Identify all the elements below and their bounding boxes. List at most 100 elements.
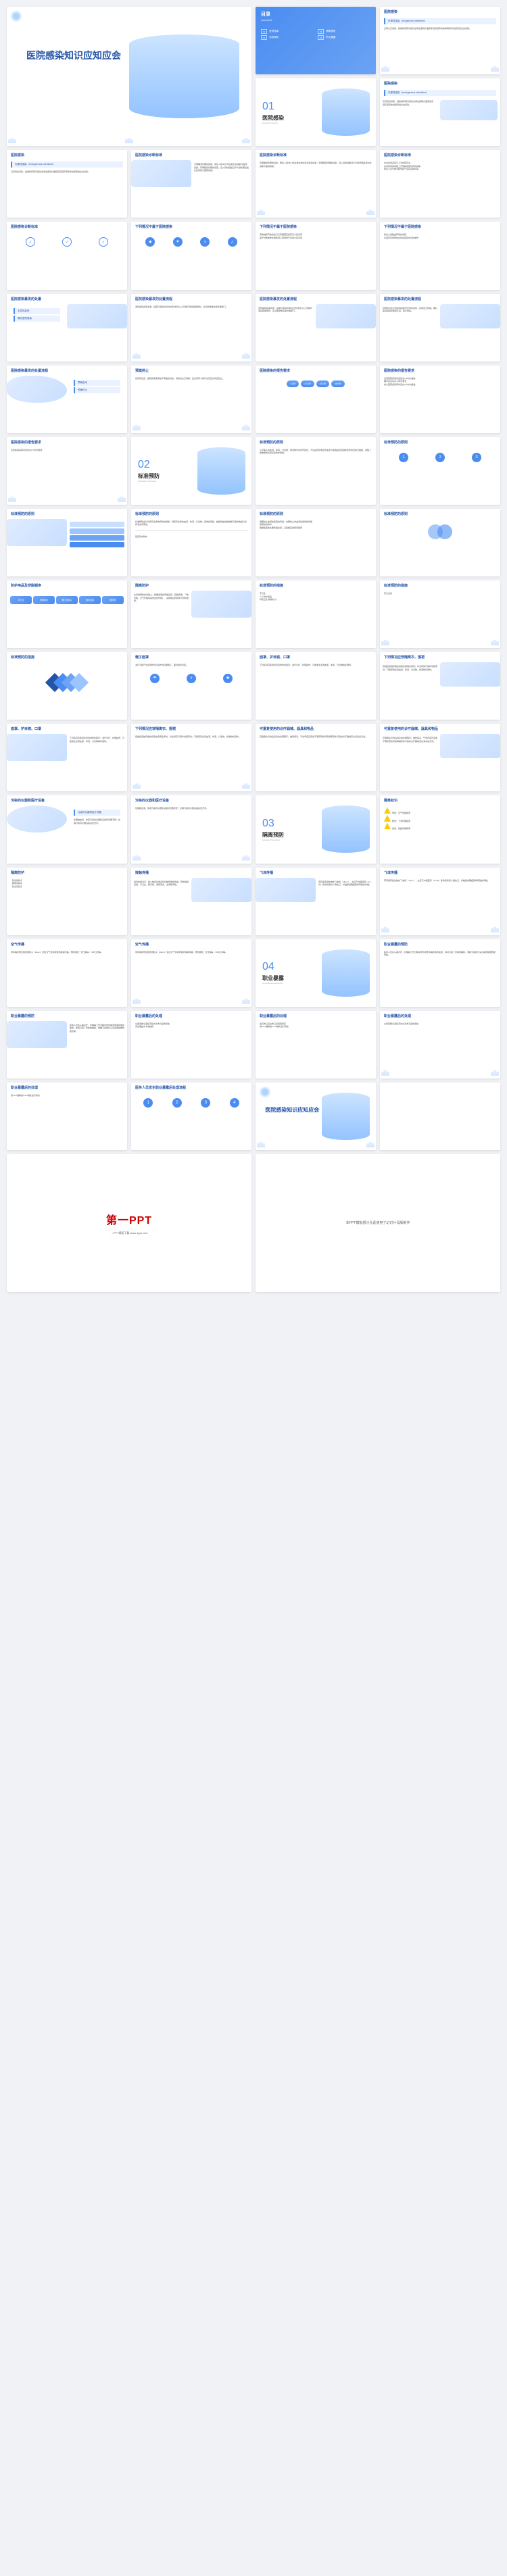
list-item: 黄色：空气传播隔离: [392, 812, 410, 814]
list-item: 根据疾病的主要传播途径，采取相应的隔离措施: [260, 526, 372, 530]
slide-heading: 飞沫传播: [380, 868, 500, 878]
slide-body: 立即用肥皂液和流动水清洗污染的皮肤: [380, 1021, 500, 1027]
slide-content: 医院感染的报告要求 出现医院感染暴发应在2小时内报告 确诊后应在24小时内报告 …: [380, 366, 500, 433]
slide-heading: 医院感染诊断标准: [131, 150, 251, 160]
slide-heading: 医院感染诊断标准: [256, 150, 376, 160]
slide-content: 下列情况不属于医院感染 新生儿经胎盘获得的感染 患者原有的慢性感染在医院内急性发…: [380, 222, 500, 289]
illustration: [440, 100, 498, 120]
slide-heading: 标准预防的原则: [256, 509, 376, 519]
slide-heading: 医院感染暴发的处置流程: [7, 366, 127, 376]
slide-body: 应遵循先清洗后消毒的处理程序；被朊病毒、气性坏疽及突发不明原因的传染病病原体污染…: [380, 734, 440, 791]
illustration: [7, 806, 67, 833]
slide-body: 处理被血液、体液污染的仪器和设备时应戴手套；处理污染的仪器设备后应洗手。: [70, 817, 124, 826]
slide-body: 标准预防是针对所有患者的预防性措施，视所有患者的血液、体液、分泌物、损伤的皮肤、…: [131, 519, 251, 528]
slide-heading: 职业暴露的预防: [7, 1011, 127, 1021]
slide-heading: 可重复使用的诊疗器械、器具和物品: [256, 724, 376, 734]
highlight-box: 确诊医院感染: [14, 316, 60, 322]
flow-node: 3: [201, 1098, 210, 1108]
slide-body: 发现医院感染暴发：临床科室短时间内出现3例及以上同种同源感染病例时，应立即报告感…: [131, 304, 251, 310]
icon-circle: 3: [472, 453, 481, 462]
slide-content: 职业暴露的预防 医务人员在从事诊疗、护理等工作过程中意外被含有病原体的血液、体液…: [380, 939, 500, 1007]
brand-logo: 第一PPT: [106, 1211, 152, 1227]
slide-content: 预案终止 经调查处置，医院感染病例数不再继续增加，感染隐患已消除，应急领导小组可…: [131, 366, 251, 433]
slide-heading: 医院感染: [380, 7, 500, 17]
slide-content: 帽子面罩 进行可能产生喷溅的诊疗操作时应戴帽子、面罩或护目镜。 ☂ ⚕ ✚: [131, 652, 251, 720]
slide-heading: 预案终止: [131, 366, 251, 376]
slide-body: 医务人员在从事诊疗、护理等工作过程中意外被含有病原体的血液、体液污染了皮肤或黏膜…: [67, 1021, 127, 1079]
bar: [70, 528, 124, 534]
slide-content: 标准预防的原则: [380, 509, 500, 576]
icon-circle: ✚: [223, 674, 233, 683]
slide-body: 强调双向防护: [131, 534, 251, 540]
flow-step: 戴口罩帽子: [56, 596, 78, 604]
flow-step: 穿隔离衣: [33, 596, 55, 604]
slide-content: 医院感染的报告要求 2小时 12小时 24小时 48小时: [256, 366, 376, 433]
slide-content: 医务人员发生职业暴露后处理流程 1 2 3 4: [131, 1083, 251, 1150]
slide-content: 职业暴露后的处理 立即用肥皂液和流动水清洗污染的皮肤: [380, 1011, 500, 1079]
highlight-box: 内源性感染（endogenous infections）: [384, 90, 496, 96]
slide-heading: 隔离标识: [380, 795, 500, 806]
polygon-chart: [7, 662, 127, 703]
illustration: [7, 376, 67, 403]
list-item: 由于创伤或非生物性因子刺激而产生的炎症表现: [260, 237, 372, 240]
list-item: 蓝色：接触传播隔离: [392, 827, 410, 830]
slide-heading: 医院感染暴发的处置流程: [380, 294, 500, 304]
bar: [70, 522, 124, 527]
slide-content: 标准预防的措施: [7, 652, 127, 720]
slide-content: 职业暴露后的处理 立即用肥皂液和流动水清洗污染的皮肤 用生理盐水冲洗黏膜: [131, 1011, 251, 1079]
slide-heading: 下列情况不属于医院感染: [256, 222, 376, 232]
slide-content: 标准预防的原则 既要防止血源性疾病的传播，也要防止非血源性疾病的传播 强调双向防…: [256, 509, 376, 576]
section-illustration: [322, 806, 370, 853]
accent-dot: [259, 1086, 271, 1098]
section-subtitle: Isolation Precaution: [262, 839, 284, 841]
slide-body: 带有病原微生物的飞沫核（>5μm），在空气中短距离（1m内）移动到易感人群的口、…: [316, 878, 376, 935]
section-number: 04: [262, 961, 284, 973]
slide-heading: 隔离防护: [131, 580, 251, 591]
illustration: [7, 1021, 67, 1048]
slide-body: 接触经接触传播的感染性疾病患者时；对患者实行保护性隔离时；可能受到患者血液、体液…: [380, 662, 440, 720]
pill: 12小时: [301, 380, 314, 387]
slide-heading: 标准预防的原则: [7, 509, 127, 519]
slide-content: 面罩、护目镜、口罩 下列情况应使用护目镜或防护面罩：进行诊疗、护理操作，可能发生…: [7, 724, 127, 791]
slide-content: 医院感染暴发的处置 无发热症状 确诊医院感染: [7, 294, 127, 362]
slide-ending: 医院感染知识应知应会: [256, 1083, 376, 1150]
section-number: 03: [262, 818, 284, 830]
slide-content: 医院感染暴发的处置流程 发现医院感染暴发：临床科室短时间内出现3例及以上同种同源…: [256, 294, 376, 362]
slide-heading: 医院感染暴发的处置流程: [131, 294, 251, 304]
section-subtitle: Occupational Exposure: [262, 982, 284, 985]
slide-content: 医院感染暴发的处置流程 预案启动 预案终止: [7, 366, 127, 433]
slide-content: 职业暴露后的处理 用75%酒精或0.5%碘伏进行消毒: [7, 1083, 127, 1150]
section-number: 02: [138, 459, 160, 471]
cover-illustration: [129, 34, 239, 118]
hazard-icon: [384, 822, 391, 829]
illustration: [316, 304, 376, 328]
icon-circle: ✓: [62, 237, 72, 247]
slide-heading: 医院感染: [380, 78, 500, 89]
slide-logo: 第一PPT →PPT模板下载 www.1ppt.com: [7, 1154, 251, 1292]
slide-content: 标准预防的原则 认定病人的血液、体液、分泌物、排泄物均具有传染性，不论是否有明显…: [256, 437, 376, 505]
slide-heading: 下列情况应穿隔离衣、围裙: [380, 652, 500, 662]
slide-heading: 下列情况应穿隔离衣、围裙: [131, 724, 251, 734]
slide-heading: 标准预防的措施: [256, 580, 376, 591]
illustration: [131, 160, 191, 187]
flow-node: 4: [230, 1098, 239, 1108]
slide-body: 带有病原微生物的飞沫核（>5μm），在空气中短距离（1m内）移动到易感人群的口、…: [380, 878, 500, 884]
slide-content: 污染的仪器和医疗设备 污染的仪器和医疗设备 处理被血液、体液污染的仪器和设备时应…: [7, 795, 127, 863]
slide-grid: 医院感染知识应知应会 目录 CONTENTS 01医院感染 03隔离预防 02标…: [7, 7, 500, 1292]
bottom-decoration: [8, 137, 250, 145]
slide-content: 标准预防的原则: [7, 509, 127, 576]
slide-content: 空气传播 带有病原微生物的微粒子（≤5μm）通过空气流动导致的疾病传播。预防措施…: [131, 939, 251, 1007]
slide-content: 医院感染暴发的处置流程 经调查证实出现医院感染流行或暴发时，启动应急预案；确认医…: [380, 294, 500, 362]
section-illustration: [322, 89, 370, 136]
section-title: 标准预防: [138, 472, 160, 480]
list-item: 【负压病房】: [11, 885, 123, 889]
hazard-icon: [384, 807, 391, 814]
slide-heading: 下列情况不属于医院感染: [131, 222, 251, 232]
slide-section-3: 03 隔离预防 Isolation Precaution: [256, 795, 376, 863]
slide-heading: 医院感染的报告要求: [7, 437, 127, 447]
slide-heading: 职业暴露后的处理: [380, 1011, 500, 1021]
list-item: 新生儿在分娩过程中和产后获得的感染: [384, 168, 496, 171]
slide-content: 医院感染诊断标准 无明确潜伏期的感染，规定入院48小时后发生的感染为医院感染；有…: [131, 150, 251, 218]
icon-circle: ✚: [145, 237, 155, 247]
flow-step: 手卫生: [10, 596, 32, 604]
